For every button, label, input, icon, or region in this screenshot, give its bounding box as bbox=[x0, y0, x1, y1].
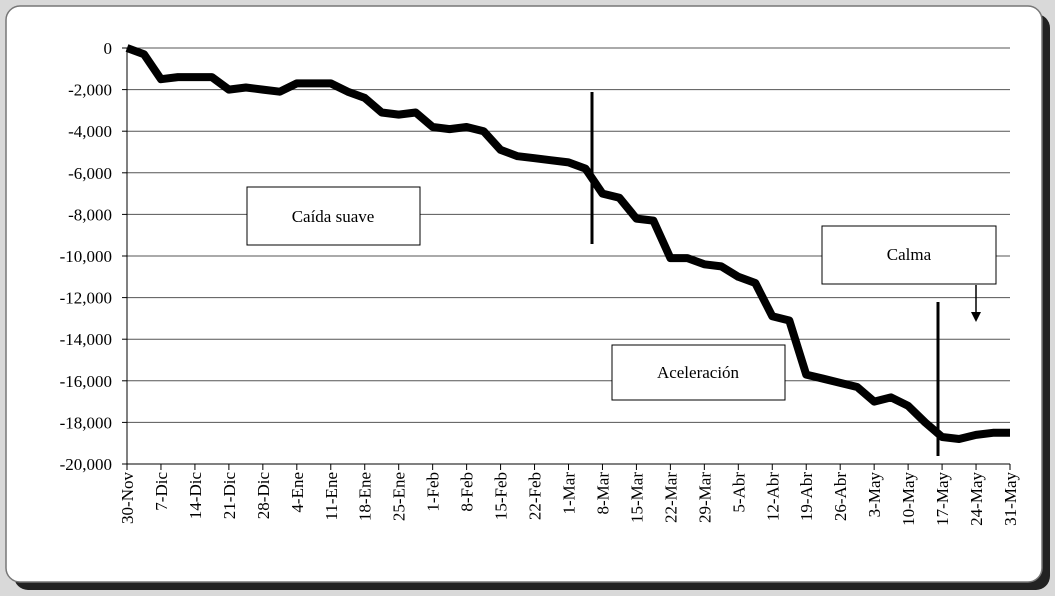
x-tick-label: 15-Mar bbox=[627, 472, 646, 523]
x-tick-label: 4-Ene bbox=[288, 472, 307, 513]
x-tick-label: 17-May bbox=[933, 472, 952, 526]
x-tick-label: 21-Dic bbox=[220, 472, 239, 520]
x-tick-label: 31-May bbox=[1001, 472, 1020, 526]
x-tick-label: 22-Mar bbox=[661, 472, 680, 523]
annotation-box bbox=[611, 344, 786, 401]
y-tick-label: -14,000 bbox=[60, 330, 112, 349]
x-tick-label: 18-Ene bbox=[356, 472, 375, 521]
annotation-box bbox=[821, 225, 997, 285]
x-tick-label: 25-Ene bbox=[390, 472, 409, 521]
annotation: Calma bbox=[887, 245, 932, 264]
x-tick-label: 15-Feb bbox=[492, 472, 511, 520]
y-tick-label: 0 bbox=[104, 39, 113, 58]
y-tick-label: -10,000 bbox=[60, 247, 112, 266]
x-tick-label: 14-Dic bbox=[186, 472, 205, 520]
y-tick-label: -18,000 bbox=[60, 413, 112, 432]
x-tick-label: 22-Feb bbox=[526, 472, 545, 520]
x-tick-label: 11-Ene bbox=[322, 472, 341, 520]
arrow-head bbox=[971, 312, 981, 322]
panel bbox=[5, 5, 1043, 583]
x-tick-label: 5-Abr bbox=[729, 472, 748, 513]
x-tick-label: 28-Dic bbox=[254, 472, 273, 520]
x-tick-label: 1-Feb bbox=[424, 472, 443, 512]
x-tick-label: 29-Mar bbox=[695, 472, 714, 523]
x-tick-label: 12-Abr bbox=[763, 472, 782, 521]
x-tick-label: 10-May bbox=[899, 472, 918, 526]
y-tick-label: -2,000 bbox=[68, 81, 112, 100]
y-tick-label: -12,000 bbox=[60, 289, 112, 308]
x-tick-label: 24-May bbox=[967, 472, 986, 526]
x-tick-label: 8-Feb bbox=[458, 472, 477, 512]
x-tick-label: 30-Nov bbox=[118, 472, 137, 524]
annotation: Aceleración bbox=[657, 363, 740, 382]
annotation-box bbox=[246, 186, 421, 246]
x-tick-label: 3-May bbox=[865, 472, 884, 518]
x-tick-label: 19-Abr bbox=[797, 472, 816, 521]
y-tick-label: -16,000 bbox=[60, 372, 112, 391]
annotation: Caída suave bbox=[292, 207, 375, 226]
data-line bbox=[125, 44, 1010, 443]
y-tick-label: -6,000 bbox=[68, 164, 112, 183]
x-tick-label: 1-Mar bbox=[560, 472, 579, 515]
x-tick-label: 7-Dic bbox=[152, 472, 171, 511]
y-tick-label: -8,000 bbox=[68, 205, 112, 224]
y-tick-label: -4,000 bbox=[68, 122, 112, 141]
y-tick-label: -20,000 bbox=[60, 455, 112, 474]
x-tick-label: 8-Mar bbox=[593, 472, 612, 515]
x-tick-label: 26-Abr bbox=[831, 472, 850, 521]
